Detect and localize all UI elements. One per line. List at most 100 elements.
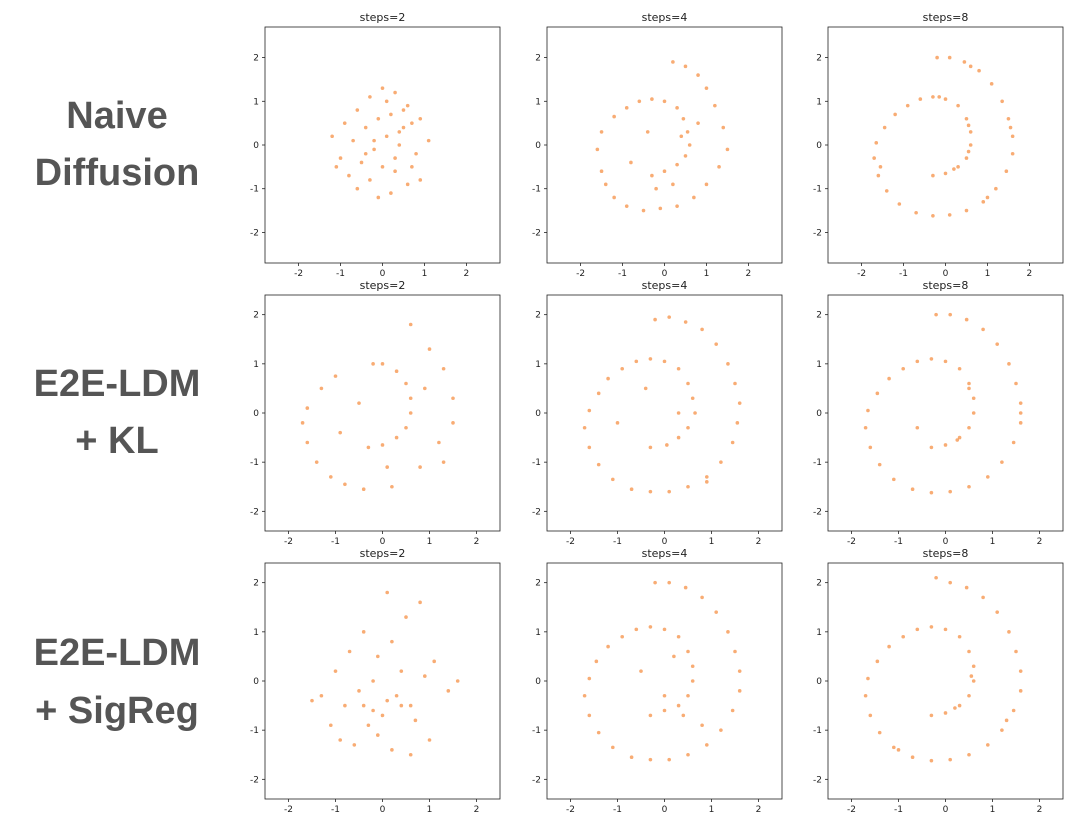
point — [901, 634, 905, 639]
point — [426, 138, 431, 143]
point — [675, 162, 679, 167]
y-tick-label: -1 — [813, 185, 822, 195]
point — [624, 106, 629, 110]
point — [620, 366, 624, 371]
point — [599, 169, 604, 174]
x-tick-label: -2 — [284, 537, 293, 547]
point — [408, 322, 413, 327]
point — [1004, 718, 1009, 723]
row-label: + KL — [75, 420, 158, 462]
point — [943, 711, 948, 715]
row-label: Diffusion — [35, 152, 200, 194]
point — [683, 154, 688, 158]
x-tick-label: 0 — [380, 805, 386, 815]
point — [587, 408, 592, 413]
point — [1000, 460, 1004, 464]
point — [675, 204, 679, 208]
y-tick-label: 2 — [816, 311, 822, 321]
point — [347, 173, 351, 178]
plot-frame — [264, 26, 501, 264]
y-tick-label: -2 — [813, 228, 822, 238]
point — [437, 440, 441, 445]
point — [934, 312, 938, 317]
point — [333, 374, 338, 378]
point — [995, 342, 999, 346]
point — [662, 359, 667, 364]
point — [676, 411, 681, 415]
y-tick-label: -2 — [813, 507, 822, 517]
point — [967, 386, 971, 391]
point — [329, 723, 333, 728]
y-tick-label: -1 — [250, 185, 259, 195]
point — [967, 693, 971, 698]
point — [662, 693, 667, 698]
point — [594, 659, 599, 664]
point — [634, 359, 639, 364]
x-tick-label: 0 — [662, 269, 668, 279]
point — [662, 627, 667, 632]
point — [952, 167, 956, 171]
point — [380, 443, 385, 447]
point — [390, 484, 394, 489]
y-tick-label: -1 — [250, 458, 259, 468]
point — [361, 703, 366, 708]
y-tick-label: 0 — [253, 409, 259, 419]
point — [1006, 116, 1011, 121]
x-tick-label: 1 — [422, 269, 428, 279]
point — [971, 396, 976, 401]
point — [948, 489, 952, 494]
y-tick-label: 1 — [535, 97, 541, 107]
point — [866, 408, 870, 413]
point — [357, 401, 361, 405]
point — [401, 108, 406, 112]
point — [875, 659, 880, 664]
point — [1011, 708, 1016, 713]
x-tick-label: 0 — [380, 537, 386, 547]
y-tick-label: 2 — [816, 54, 822, 64]
y-tick-label: 0 — [253, 141, 259, 151]
point — [726, 362, 730, 366]
point — [989, 82, 994, 86]
point — [687, 143, 692, 147]
point — [947, 213, 952, 217]
point — [615, 421, 620, 425]
point — [892, 477, 896, 482]
x-tick-label: 2 — [756, 537, 762, 547]
point — [372, 138, 376, 143]
point — [882, 125, 887, 130]
point — [943, 171, 948, 176]
point — [730, 440, 735, 445]
point — [658, 206, 663, 211]
point — [968, 143, 973, 147]
y-tick-label: -2 — [532, 228, 541, 238]
point — [964, 585, 969, 590]
point — [874, 141, 879, 145]
point — [606, 644, 610, 649]
point — [1018, 401, 1023, 405]
point — [637, 99, 642, 104]
point — [376, 733, 380, 737]
x-tick-label: 2 — [464, 269, 470, 279]
point — [671, 182, 675, 187]
x-tick-label: -1 — [613, 805, 622, 815]
point — [964, 208, 969, 213]
point — [667, 757, 671, 762]
y-tick-label: 2 — [253, 311, 259, 321]
point — [329, 475, 333, 479]
point — [404, 615, 408, 619]
point — [612, 114, 616, 119]
point — [1004, 169, 1009, 174]
point — [693, 411, 697, 415]
point — [451, 421, 455, 425]
point — [948, 580, 952, 585]
point — [948, 757, 952, 762]
y-tick-label: 0 — [816, 677, 822, 687]
x-tick-label: 0 — [943, 537, 949, 547]
point — [935, 55, 939, 60]
point — [968, 130, 973, 134]
y-tick-label: 0 — [535, 141, 541, 151]
point — [376, 654, 380, 659]
point — [964, 317, 969, 322]
point — [359, 160, 364, 165]
